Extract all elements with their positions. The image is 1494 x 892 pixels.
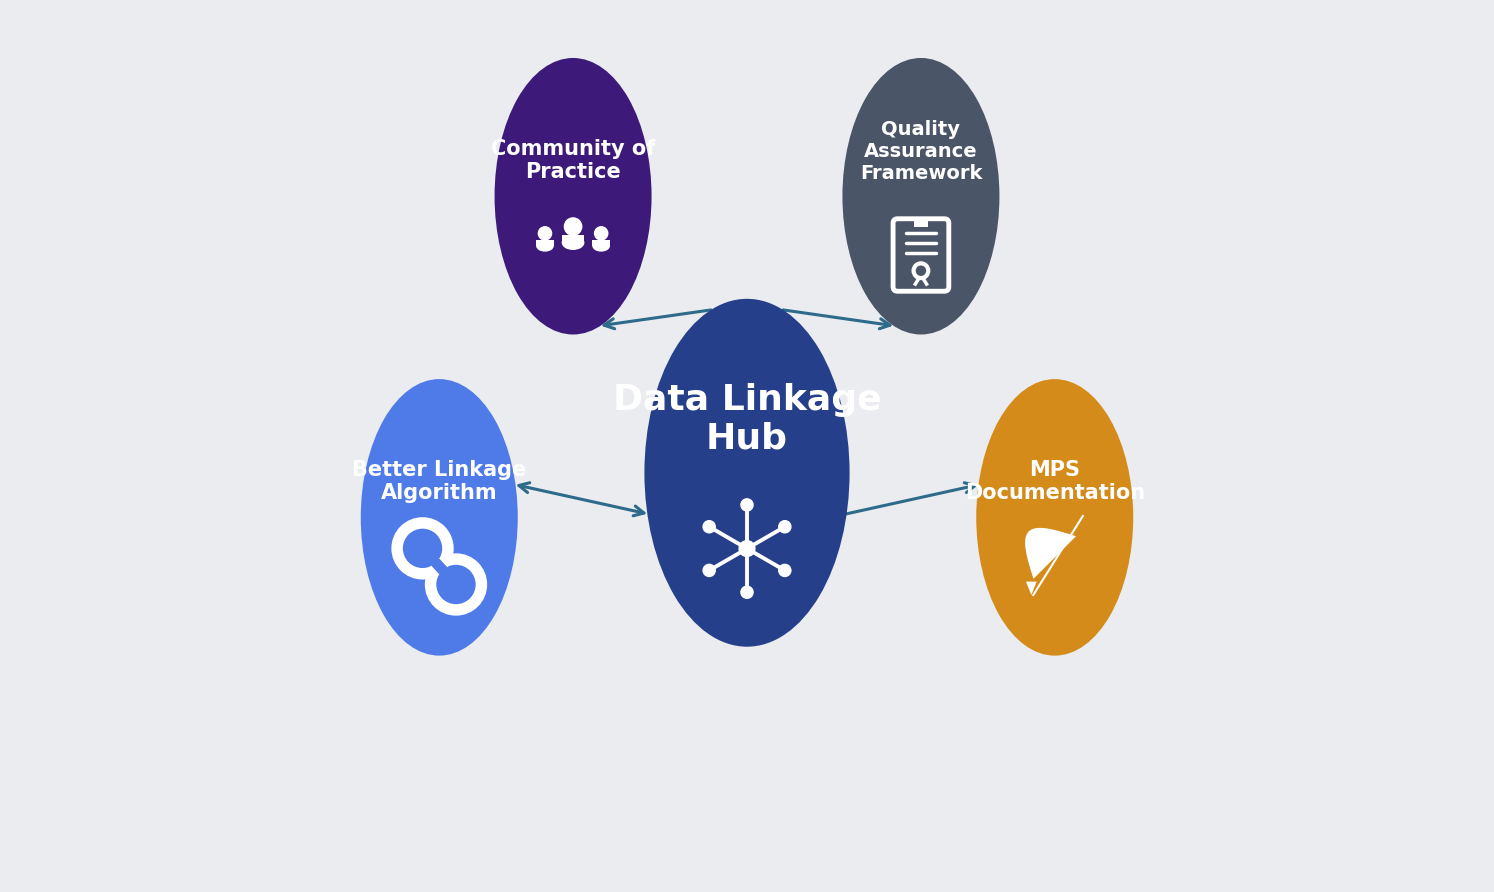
- Ellipse shape: [495, 58, 651, 334]
- Circle shape: [538, 226, 553, 241]
- Text: Quality
Assurance
Framework: Quality Assurance Framework: [859, 120, 982, 183]
- Bar: [592, 240, 610, 246]
- Circle shape: [704, 521, 716, 533]
- Text: Better Linkage
Algorithm: Better Linkage Algorithm: [353, 460, 526, 503]
- Bar: [914, 219, 928, 227]
- Circle shape: [408, 534, 436, 563]
- Ellipse shape: [592, 240, 610, 252]
- Ellipse shape: [536, 240, 554, 252]
- Text: Community of
Practice: Community of Practice: [492, 139, 656, 182]
- Bar: [562, 235, 584, 243]
- Bar: [536, 240, 554, 246]
- Ellipse shape: [644, 299, 850, 647]
- Polygon shape: [1025, 528, 1076, 579]
- Circle shape: [593, 226, 608, 241]
- Ellipse shape: [360, 379, 518, 656]
- Text: MPS
Documentation: MPS Documentation: [965, 460, 1144, 503]
- Circle shape: [741, 499, 753, 511]
- Circle shape: [563, 218, 583, 235]
- Circle shape: [442, 571, 471, 599]
- Ellipse shape: [843, 58, 999, 334]
- Bar: [429, 556, 450, 577]
- Circle shape: [704, 565, 716, 576]
- Circle shape: [778, 521, 790, 533]
- Polygon shape: [1026, 582, 1037, 595]
- Circle shape: [741, 586, 753, 599]
- Ellipse shape: [976, 379, 1134, 656]
- Circle shape: [740, 541, 754, 557]
- Text: Data Linkage
Hub: Data Linkage Hub: [613, 383, 881, 456]
- Circle shape: [778, 565, 790, 576]
- Ellipse shape: [562, 235, 584, 250]
